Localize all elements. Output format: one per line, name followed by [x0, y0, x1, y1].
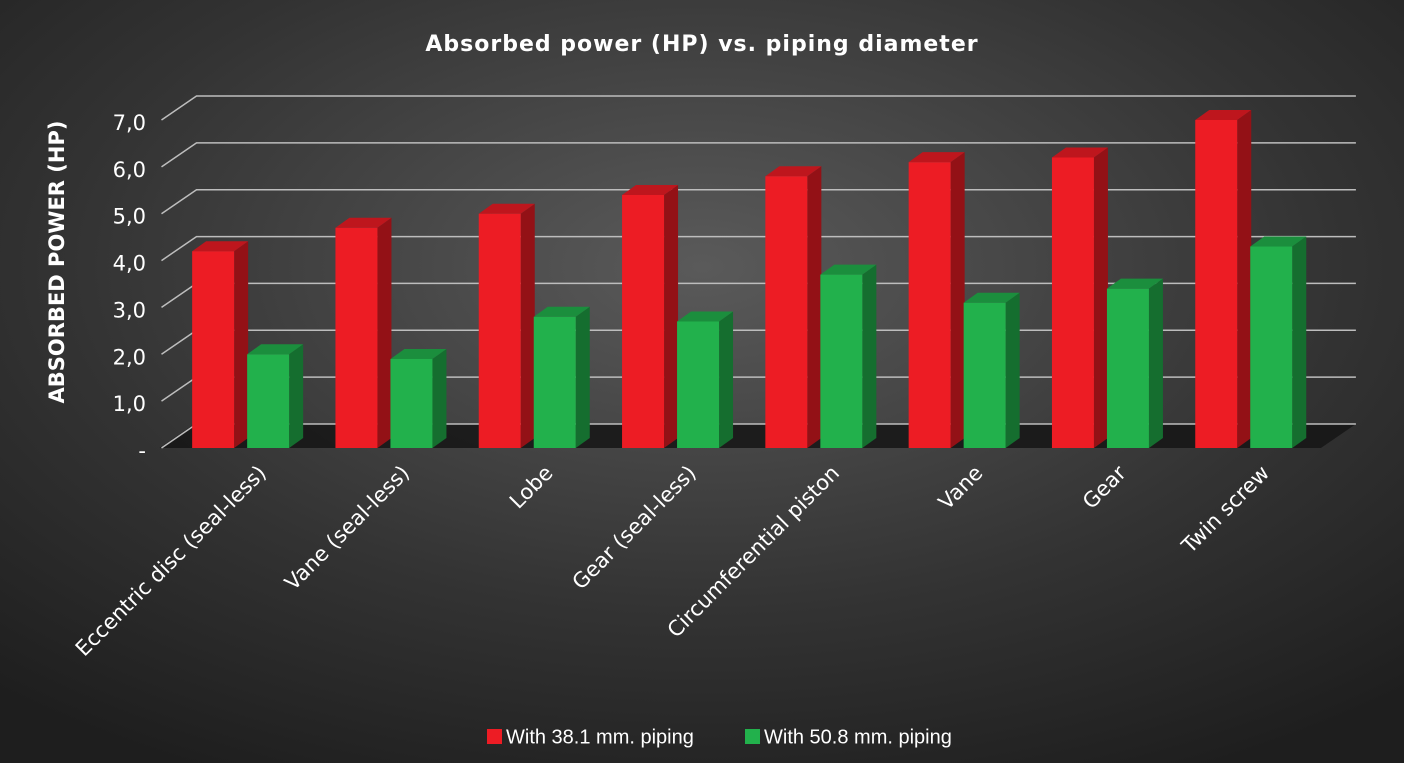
chart-title: Absorbed power (HP) vs. piping diameter [425, 32, 978, 57]
y-tick-label: 6,0 [113, 158, 146, 182]
grid-line [161, 188, 1356, 215]
bar [963, 302, 1006, 448]
bar [622, 194, 665, 448]
legend-swatch [487, 729, 502, 744]
bar [390, 358, 433, 448]
bar-top [1051, 147, 1108, 158]
bar-top [908, 152, 965, 163]
bar-side [950, 152, 965, 448]
bar-top [1195, 110, 1252, 120]
bar-side [862, 264, 877, 448]
bar [1250, 246, 1293, 448]
bar-top [622, 184, 679, 195]
bar-side [520, 203, 535, 448]
bar-top [765, 166, 822, 177]
bar-top [677, 311, 734, 322]
bar-side [1005, 292, 1020, 448]
bar [335, 227, 378, 448]
bar [1195, 120, 1238, 448]
bar [247, 354, 290, 448]
bar-top [820, 264, 877, 275]
grid-line [161, 235, 1356, 262]
bar-side [289, 344, 304, 448]
grid-line [161, 95, 1356, 121]
legend-label: With 50.8 mm. piping [764, 726, 952, 748]
legend-label: With 38.1 mm. piping [506, 726, 694, 748]
bar [1106, 288, 1149, 448]
legend-swatch [745, 729, 760, 744]
bar-top [390, 348, 447, 359]
bar-side [234, 241, 249, 448]
y-tick-label: 4,0 [113, 252, 146, 276]
bar [765, 176, 808, 448]
bar-top [963, 292, 1020, 303]
bar [677, 321, 720, 448]
y-tick-label: 5,0 [113, 205, 146, 229]
bar-side [719, 311, 734, 448]
bar-side [1093, 147, 1108, 448]
bar-side [1292, 236, 1307, 448]
bar [192, 251, 235, 448]
bar-top [335, 217, 392, 228]
bar-top [478, 203, 535, 214]
bar-side [1237, 110, 1252, 448]
bar-side [377, 217, 392, 448]
bar-top [192, 241, 249, 252]
bar [533, 316, 576, 448]
bar-top [1250, 236, 1307, 247]
bar-top [1106, 278, 1163, 289]
bar-side [1148, 278, 1163, 448]
y-tick-label: 3,0 [113, 298, 146, 322]
y-tick-label: 1,0 [113, 392, 146, 416]
bar-side [664, 184, 679, 448]
bar [478, 213, 521, 448]
grid-line [161, 142, 1356, 168]
bar-top [533, 306, 590, 317]
bar [908, 162, 951, 448]
bar-side [432, 348, 447, 448]
bar [820, 274, 863, 448]
bar-side [575, 306, 590, 448]
bar-side [807, 166, 822, 448]
y-tick-label: 2,0 [113, 345, 146, 369]
bar [1051, 157, 1094, 448]
bar-top [247, 344, 304, 355]
y-tick-label: - [138, 439, 146, 463]
y-axis-label: ABSORBED POWER (HP) [45, 121, 69, 404]
y-tick-label: 7,0 [113, 111, 146, 135]
